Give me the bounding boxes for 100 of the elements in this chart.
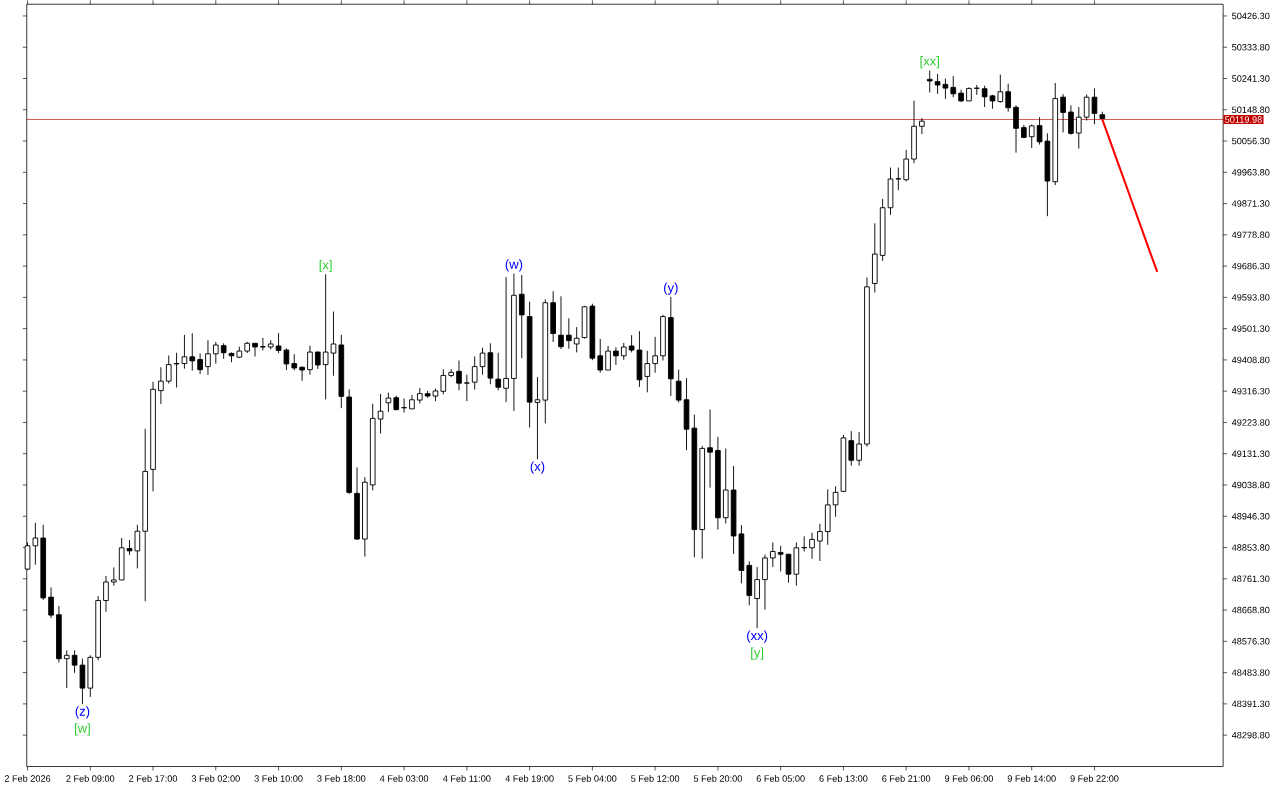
candlestick (471, 356, 478, 391)
y-tick-label: 49593.80 (1231, 294, 1270, 301)
candlestick (165, 355, 172, 385)
x-tick-label: 4 Feb 11:00 (442, 775, 491, 782)
y-tick-label: 49223.80 (1231, 419, 1270, 426)
candlestick (919, 117, 925, 135)
x-tick-label: 6 Feb 05:00 (756, 775, 805, 782)
candlestick (503, 276, 509, 403)
candlestick (377, 393, 384, 435)
candlestick (212, 341, 219, 365)
x-tick-label: 6 Feb 21:00 (882, 775, 931, 782)
candlestick (205, 339, 211, 376)
y-tick-label: 48483.80 (1231, 669, 1270, 676)
candlestick (1068, 104, 1074, 136)
candlestick (832, 485, 839, 518)
x-tick-label: 5 Feb 04:00 (568, 775, 617, 782)
annotation: (w) (505, 259, 523, 272)
x-tick-label: 9 Feb 22:00 (1070, 775, 1119, 782)
candlestick (997, 74, 1004, 104)
candlestick (903, 149, 909, 182)
y-tick-label: 50426.30 (1232, 12, 1270, 20)
candlestick (777, 545, 784, 573)
y-tick-label: 48853.80 (1231, 544, 1270, 551)
line-series (1101, 118, 1159, 274)
candlestick (495, 352, 502, 391)
annotation: (x) (530, 461, 545, 474)
candlestick (613, 346, 619, 366)
candlestick (1013, 104, 1019, 154)
candlestick (299, 365, 305, 382)
candlestick (856, 431, 862, 467)
candlestick (1060, 93, 1066, 133)
y-tick-label: 48946.30 (1231, 513, 1270, 520)
candlestick (464, 374, 470, 402)
candlestick (158, 366, 164, 405)
candlestick (111, 567, 117, 587)
candlestick (63, 649, 70, 689)
y-tick-label: 48668.80 (1231, 606, 1270, 614)
candlestick (307, 345, 313, 376)
x-tick-label: 6 Feb 13:00 (819, 775, 868, 782)
x-tick-label: 5 Feb 12:00 (631, 775, 680, 782)
candlestick (189, 332, 196, 372)
candlestick (385, 392, 392, 413)
candlestick (518, 274, 525, 359)
candlestick (762, 554, 768, 611)
y-tick-label: 49686.30 (1231, 262, 1270, 270)
y-tick-label: 49501.30 (1231, 325, 1270, 332)
y-tick-label: 50056.30 (1232, 137, 1270, 145)
candlestick (1075, 106, 1082, 150)
candlestick (950, 75, 957, 98)
candlestick (252, 342, 258, 358)
candlestick (605, 345, 611, 371)
y-tick-label: 49316.30 (1231, 388, 1270, 395)
y-tick-label: 49038.80 (1231, 481, 1270, 489)
x-tick-label: 4 Feb 03:00 (379, 775, 429, 782)
candlestick (103, 575, 109, 613)
y-tick-label: 48391.30 (1231, 700, 1270, 708)
x-tick-label: 2 Feb 2026 (4, 775, 51, 782)
candlestick (1005, 83, 1011, 113)
annotation: [w] (75, 723, 90, 736)
y-tick-label: 49778.80 (1231, 231, 1270, 239)
candlestick (754, 566, 760, 629)
y-tick-label: 50148.80 (1232, 106, 1270, 114)
y-tick-label: 49408.80 (1231, 356, 1270, 364)
candlestick (456, 360, 462, 391)
candlestick (675, 369, 682, 404)
y-tick-label: 50333.80 (1232, 44, 1270, 51)
candlestick (401, 398, 407, 414)
y-tick-label: 49871.30 (1231, 200, 1270, 207)
candlestick (197, 353, 203, 375)
y-tick-label: 48576.30 (1231, 638, 1270, 645)
ref-line-label: 50119.98 (1225, 116, 1262, 123)
y-tick-label: 49131.30 (1231, 450, 1270, 458)
candlestick (597, 338, 604, 374)
y-tick-label: 49963.80 (1231, 169, 1270, 176)
candlestick (440, 368, 447, 395)
x-tick-label: 4 Feb 19:00 (505, 775, 554, 782)
candlestick (260, 337, 266, 351)
x-tick-label: 3 Feb 18:00 (317, 775, 366, 782)
candlestick (652, 336, 658, 374)
candlestick (48, 587, 54, 619)
candlestick (848, 430, 855, 467)
x-tick-label: 2 Feb 17:00 (129, 775, 178, 782)
x-tick-label: 3 Feb 10:00 (254, 775, 303, 782)
annotation: (z) (75, 706, 90, 719)
candlestick (817, 523, 823, 562)
candlestick (801, 535, 808, 553)
y-tick-label: 50241.30 (1232, 75, 1270, 82)
candlestick (644, 350, 651, 393)
x-tick-label: 9 Feb 06:00 (944, 775, 994, 782)
candlestick (926, 70, 933, 94)
x-tick-label: 9 Feb 14:00 (1007, 775, 1056, 782)
annotation: [y] (751, 647, 764, 660)
candlestick (707, 409, 713, 489)
annotation: (y) (664, 282, 678, 295)
x-tick-label: 3 Feb 02:00 (191, 775, 240, 782)
y-tick-label: 48298.80 (1231, 732, 1270, 739)
x-tick-label: 2 Feb 09:00 (66, 775, 115, 782)
candlestick (566, 317, 572, 350)
annotation: [x] (319, 260, 332, 273)
x-tick-label: 5 Feb 20:00 (693, 775, 742, 782)
